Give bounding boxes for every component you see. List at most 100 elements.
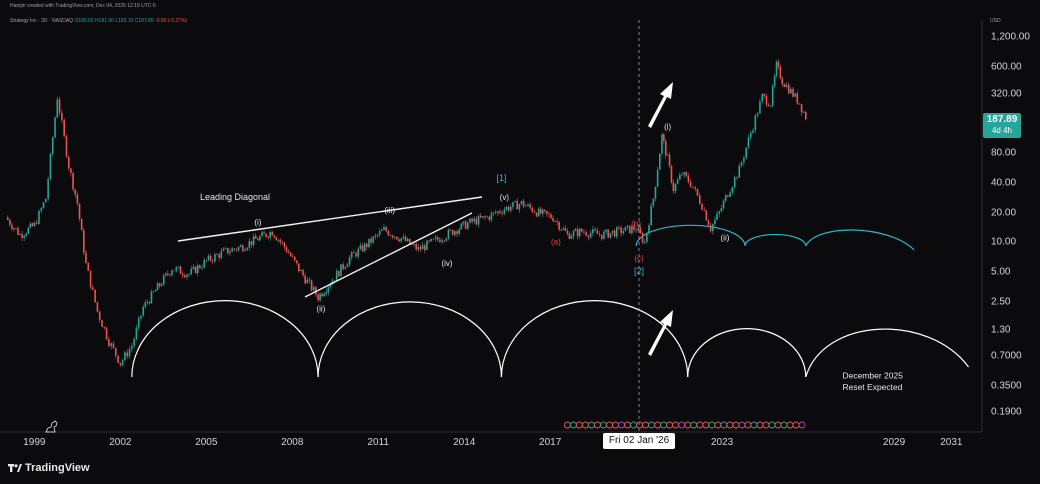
candle-body — [148, 302, 151, 304]
candle-body — [566, 230, 569, 234]
event-marker — [666, 421, 674, 429]
candle-body — [681, 174, 683, 176]
candle-body — [368, 238, 370, 248]
candle-body — [711, 224, 714, 232]
candle-body — [587, 235, 590, 238]
candle-body — [400, 238, 402, 242]
price-axis[interactable]: 1,200.00 600.00 320.00 80.00 40.00 20.00 10.00… — [985, 20, 1040, 432]
time-axis[interactable]: 1999200220052008201120142017202020232029… — [0, 432, 980, 454]
candle-body — [533, 211, 536, 213]
tradingview-logo[interactable]: TradingView — [8, 462, 90, 474]
candle-body — [205, 259, 208, 261]
candle-body — [254, 236, 257, 239]
time-tick-label: 2014 — [453, 437, 476, 448]
candle-body — [631, 226, 633, 234]
candle-body — [19, 234, 21, 235]
price-tick-label: 10.00 — [991, 236, 1017, 248]
time-tick-label: 2005 — [195, 437, 218, 448]
event-marker — [624, 421, 631, 429]
candle-body — [507, 206, 510, 211]
candle-body — [135, 327, 138, 339]
candle-body — [548, 213, 550, 215]
event-marker — [600, 421, 607, 429]
wave-label: (i) — [254, 218, 261, 227]
candle-body — [72, 172, 74, 190]
candle-body — [188, 274, 190, 275]
candle-body — [600, 234, 603, 239]
candle-body — [661, 134, 663, 154]
wave-annotations: Leading Diagonal (i) (ii) (iii) (iv) (v) [1] (a… — [200, 122, 903, 392]
candle-body — [83, 230, 85, 253]
candle-body — [424, 245, 426, 251]
candle-body — [770, 105, 772, 107]
event-marker — [720, 421, 728, 429]
candle-body — [639, 227, 642, 234]
candle-body — [488, 216, 491, 220]
candle-body — [298, 263, 300, 272]
event-marker — [690, 421, 698, 429]
candle-body — [33, 222, 36, 227]
symbol-legend[interactable]: Strategy Inc · 3D · NASDAQ O180.02 H191.… — [10, 18, 187, 24]
candle-body — [192, 266, 195, 269]
candle-body — [505, 206, 508, 210]
candle-body — [76, 194, 79, 204]
cycle-arc-small — [635, 224, 746, 247]
candle-body — [49, 153, 52, 179]
candle-body — [199, 265, 201, 268]
candle-body — [67, 156, 70, 169]
candle-body — [211, 260, 214, 262]
candle-body — [140, 315, 142, 319]
candle-body — [499, 211, 501, 213]
candle-body — [271, 231, 274, 236]
candle-body — [696, 188, 699, 196]
candle-body — [361, 245, 364, 252]
wave-label: Reset Expected — [842, 382, 902, 392]
candle-body — [27, 227, 30, 234]
candle-body — [160, 284, 163, 286]
candle-body — [539, 208, 542, 214]
candle-body — [464, 221, 467, 229]
candle-body — [546, 210, 548, 214]
candle-body — [312, 287, 315, 291]
cycle-arc — [687, 328, 807, 378]
candle-body — [218, 254, 221, 258]
price-change: -0.50 (-0.27%) — [155, 18, 188, 24]
ohlc-high: H191.00 — [95, 18, 114, 24]
candle-body — [761, 94, 764, 102]
candle-body — [94, 289, 96, 303]
candle-body — [333, 280, 336, 282]
candle-body — [112, 343, 115, 348]
candle-body — [302, 270, 304, 276]
candle-body — [269, 231, 271, 238]
candle-body — [518, 204, 521, 210]
event-marker — [768, 421, 776, 429]
candle-body — [295, 260, 298, 264]
candle-body — [222, 248, 225, 251]
candle-body — [790, 88, 792, 94]
last-price-tag: 187.89 4d 4h — [983, 113, 1021, 138]
candle-body — [576, 229, 579, 237]
candle-body — [509, 206, 512, 211]
candle-body — [408, 238, 411, 245]
currency-label[interactable]: USD — [990, 18, 1001, 24]
candle-body — [802, 112, 805, 113]
candle-body — [383, 227, 385, 230]
candle-body — [158, 283, 161, 286]
candle-body — [220, 250, 223, 258]
candle-body — [705, 210, 708, 221]
candle-body — [321, 293, 323, 297]
trendlines — [177, 196, 483, 298]
price-tick-label: 2.50 — [991, 296, 1011, 308]
candle-body — [201, 267, 203, 269]
candle-body — [207, 255, 210, 261]
candle-body — [666, 154, 669, 156]
candle-body — [596, 230, 599, 234]
candle-body — [633, 226, 635, 230]
candle-body — [275, 237, 278, 241]
candle-body — [58, 99, 61, 113]
event-marker — [612, 421, 619, 429]
candle-body — [672, 182, 675, 192]
candle-body — [454, 231, 456, 235]
event-marker — [726, 421, 734, 429]
